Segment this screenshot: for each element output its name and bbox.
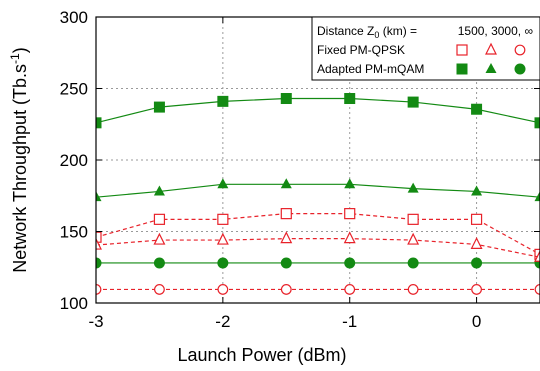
data-point — [153, 101, 165, 113]
data-point — [217, 178, 229, 189]
data-point — [344, 284, 356, 295]
data-point — [96, 191, 102, 202]
y-tick-label: 300 — [60, 8, 88, 27]
data-point — [153, 185, 165, 196]
y-tick-label: 100 — [60, 294, 88, 313]
data-point — [96, 257, 102, 269]
legend-marker-fixed-triangle — [485, 42, 497, 55]
data-point — [96, 284, 102, 295]
y-axis-label: Network Throughput (Tb.s-1) — [8, 47, 30, 272]
x-tick-label: 0 — [472, 312, 481, 331]
data-point — [344, 178, 356, 189]
legend-marker-fixed-circle — [514, 44, 526, 56]
series-adapted-circle — [96, 257, 540, 269]
data-point — [217, 213, 229, 225]
data-point — [534, 249, 540, 262]
legend-header-values: 1500, 3000, ∞ — [458, 24, 533, 38]
data-point — [280, 93, 292, 105]
data-point — [96, 231, 102, 243]
y-tick-label: 200 — [60, 151, 88, 170]
y-tick-label: 150 — [60, 223, 88, 242]
data-point — [217, 95, 229, 107]
data-point — [470, 237, 483, 249]
data-point — [407, 213, 419, 225]
y-axis-label-suffix: ) — [10, 47, 30, 53]
data-point — [216, 232, 229, 245]
series-line — [96, 183, 540, 198]
data-point — [407, 96, 419, 108]
data-point — [153, 232, 166, 245]
x-axis-label: Launch Power (dBm) — [177, 345, 346, 365]
data-point — [534, 248, 540, 260]
data-point — [280, 231, 293, 244]
series-fixed-triangle — [96, 231, 540, 262]
data-point — [343, 231, 356, 244]
series-layer — [96, 93, 540, 295]
legend-adapted-label: Adapted PM-mQAM — [317, 62, 424, 76]
data-point — [280, 257, 292, 269]
data-point — [534, 191, 540, 202]
y-axis-label-sup: -1 — [8, 53, 22, 64]
legend-marker-fixed-square — [456, 44, 468, 56]
data-point — [407, 232, 420, 245]
data-point — [153, 257, 165, 269]
data-point — [534, 284, 540, 295]
data-point — [154, 284, 165, 295]
grid-lines — [95, 17, 540, 303]
data-point — [153, 213, 166, 225]
y-axis-label-main: Network Throughput (Tb.s — [10, 64, 30, 273]
data-point — [344, 208, 356, 220]
legend-header-sub: 0 — [374, 30, 379, 40]
tick-labels: -3 -2 -1 0 100 150 200 250 300 — [60, 8, 482, 331]
legend-box — [311, 16, 540, 81]
data-point — [407, 182, 419, 193]
x-tick-label: -2 — [215, 312, 230, 331]
data-point — [280, 178, 292, 189]
legend-marker-adapted-square — [456, 63, 468, 75]
data-point — [96, 117, 102, 129]
legend-marker-adapted-circle — [514, 63, 526, 75]
data-point — [407, 284, 419, 295]
data-point — [471, 284, 482, 295]
data-point — [280, 208, 292, 220]
data-point — [344, 93, 356, 105]
series-line — [96, 97, 540, 124]
data-point — [217, 284, 229, 295]
series-fixed-square — [96, 208, 540, 260]
y-tick-label: 250 — [60, 80, 88, 99]
series-line — [96, 213, 540, 255]
data-point — [96, 237, 102, 250]
legend-marker-adapted-triangle — [485, 63, 497, 73]
series-adapted-square — [96, 93, 540, 129]
legend-markers — [456, 42, 526, 75]
data-point — [471, 103, 483, 115]
series-adapted-triangle — [96, 178, 540, 202]
data-point — [471, 257, 483, 269]
data-point — [534, 117, 540, 129]
legend-header-label: Distance Z0 (km) = — [317, 24, 417, 40]
data-point — [217, 257, 229, 269]
x-tick-label: -3 — [88, 312, 103, 331]
x-tick-label: -1 — [342, 312, 357, 331]
data-point — [280, 284, 292, 295]
data-point — [471, 185, 483, 196]
legend-fixed-label: Fixed PM-QPSK — [317, 43, 405, 57]
data-point — [407, 257, 419, 269]
data-point — [344, 257, 356, 269]
data-point — [470, 213, 483, 225]
series-fixed-circle — [96, 284, 540, 295]
legend: Distance Z0 (km) = 1500, 3000, ∞ Fixed P… — [311, 16, 540, 81]
